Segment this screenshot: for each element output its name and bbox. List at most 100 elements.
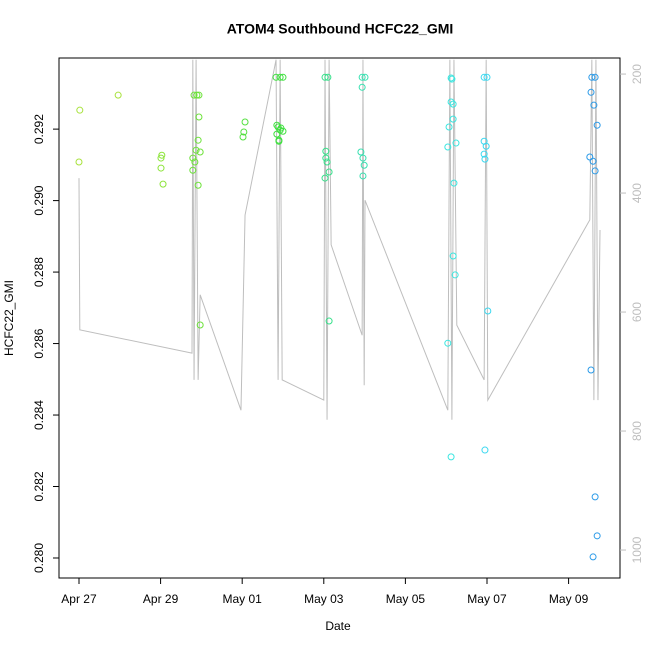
x-tick-label: May 09 <box>549 592 589 606</box>
y-tick-label: 0.280 <box>32 543 46 573</box>
point <box>240 128 248 136</box>
point <box>591 73 599 81</box>
point <box>593 532 601 540</box>
x-tick-label: Apr 27 <box>61 592 97 606</box>
point <box>239 133 247 141</box>
point <box>325 317 333 325</box>
point <box>158 151 166 159</box>
point <box>324 73 332 81</box>
point <box>157 154 165 162</box>
point <box>321 73 329 81</box>
point <box>190 91 198 99</box>
point <box>361 73 369 81</box>
point <box>273 130 281 138</box>
y-tick-label: 0.292 <box>32 114 46 144</box>
point <box>358 83 366 91</box>
x-tick-label: May 03 <box>304 592 344 606</box>
point <box>76 106 84 114</box>
point <box>480 150 488 158</box>
point <box>451 271 459 279</box>
x-tick-label: May 07 <box>467 592 507 606</box>
point <box>449 100 457 108</box>
y-tick-label: 0.286 <box>32 328 46 358</box>
point <box>279 73 287 81</box>
point <box>192 146 200 154</box>
point <box>276 73 284 81</box>
point <box>195 91 203 99</box>
point <box>196 321 204 329</box>
point <box>279 127 287 135</box>
pressure-line <box>78 59 601 420</box>
point <box>452 139 460 147</box>
point <box>481 155 489 163</box>
point <box>272 73 280 81</box>
point <box>194 181 202 189</box>
point <box>322 154 330 162</box>
y2-tick-label: 400 <box>630 183 644 203</box>
y-tick-label: 0.284 <box>32 400 46 430</box>
point <box>359 172 367 180</box>
y-tick-label: 0.288 <box>32 257 46 287</box>
point <box>447 74 455 82</box>
point <box>593 121 601 129</box>
point <box>449 252 457 260</box>
y2-tick-label: 800 <box>630 421 644 441</box>
point <box>241 118 249 126</box>
point <box>450 179 458 187</box>
point <box>322 147 330 155</box>
point <box>189 154 197 162</box>
y-tick-label: 0.282 <box>32 471 46 501</box>
point <box>591 167 599 175</box>
y-tick-label: 0.290 <box>32 185 46 215</box>
x-tick-label: May 05 <box>386 592 426 606</box>
point <box>448 75 456 83</box>
point <box>447 453 455 461</box>
point <box>189 166 197 174</box>
y2-tick-label: 1000 <box>630 536 644 563</box>
point <box>449 115 457 123</box>
x-tick-label: May 01 <box>223 592 263 606</box>
point <box>589 157 597 165</box>
point <box>114 91 122 99</box>
point <box>447 98 455 106</box>
point <box>589 553 597 561</box>
point <box>159 180 167 188</box>
point <box>325 168 333 176</box>
point <box>191 158 199 166</box>
y-axis-title: HCFC22_GMI <box>2 280 16 356</box>
x-axis-title: Date <box>325 619 351 633</box>
point <box>444 143 452 151</box>
point <box>483 73 491 81</box>
point <box>195 113 203 121</box>
point <box>357 148 365 156</box>
x-tick-label: Apr 29 <box>143 592 179 606</box>
point <box>157 164 165 172</box>
plot-frame <box>58 57 621 579</box>
y2-tick-label: 600 <box>630 302 644 322</box>
point <box>194 136 202 144</box>
point <box>590 101 598 109</box>
point <box>444 339 452 347</box>
point <box>482 142 490 150</box>
point <box>480 73 488 81</box>
point <box>359 154 367 162</box>
y2-tick-label: 200 <box>630 64 644 84</box>
point <box>323 158 331 166</box>
point <box>196 148 204 156</box>
point <box>360 161 368 169</box>
point <box>275 137 283 145</box>
chart-title: ATOM4 Southbound HCFC22_GMI <box>227 21 454 37</box>
point <box>591 493 599 501</box>
point <box>321 174 329 182</box>
point <box>481 446 489 454</box>
point <box>586 153 594 161</box>
point <box>587 88 595 96</box>
point <box>75 158 83 166</box>
point <box>193 91 201 99</box>
point <box>587 366 595 374</box>
point <box>445 123 453 131</box>
point <box>484 307 492 315</box>
point <box>588 73 596 81</box>
plot-area <box>75 59 601 561</box>
